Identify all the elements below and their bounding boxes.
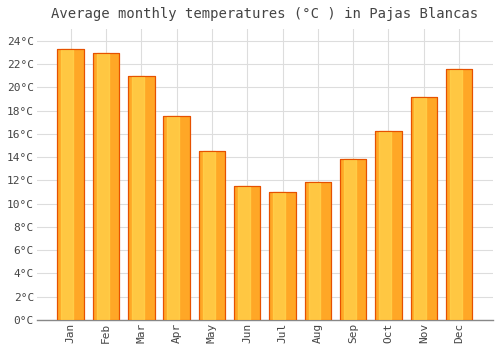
Bar — [414, 97, 426, 320]
Bar — [270, 192, 296, 320]
Bar — [446, 69, 472, 320]
Bar — [340, 159, 366, 320]
Bar — [132, 76, 144, 320]
Bar — [164, 116, 190, 320]
Bar — [234, 186, 260, 320]
Bar — [410, 97, 437, 320]
Bar — [304, 182, 331, 320]
Bar — [58, 49, 84, 320]
Bar — [446, 69, 472, 320]
Bar — [304, 182, 331, 320]
Bar — [128, 76, 154, 320]
Bar — [234, 186, 260, 320]
Bar — [62, 49, 74, 320]
Bar — [379, 132, 391, 320]
Bar — [198, 151, 225, 320]
Bar — [128, 76, 154, 320]
Bar — [198, 151, 225, 320]
Bar — [164, 116, 190, 320]
Bar — [274, 192, 285, 320]
Bar — [308, 182, 320, 320]
Bar — [93, 54, 120, 320]
Bar — [202, 151, 214, 320]
Bar — [450, 69, 462, 320]
Bar — [410, 97, 437, 320]
Bar — [340, 159, 366, 320]
Bar — [344, 159, 356, 320]
Bar — [270, 192, 296, 320]
Bar — [375, 132, 402, 320]
Bar — [375, 132, 402, 320]
Bar — [96, 54, 108, 320]
Bar — [58, 49, 84, 320]
Bar — [168, 116, 179, 320]
Title: Average monthly temperatures (°C ) in Pajas Blancas: Average monthly temperatures (°C ) in Pa… — [52, 7, 478, 21]
Bar — [238, 186, 250, 320]
Bar — [93, 54, 120, 320]
